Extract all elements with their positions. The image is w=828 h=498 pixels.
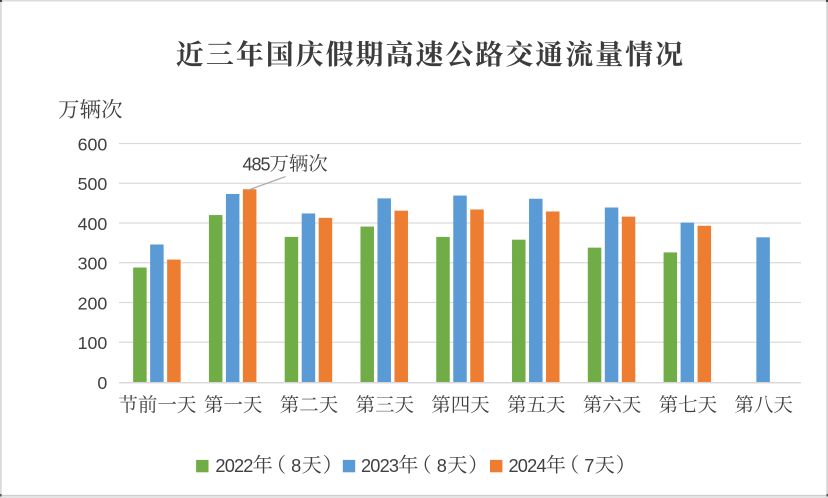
svg-text:500: 500 [78,174,108,194]
svg-text:300: 300 [78,254,108,274]
svg-text:2: 2 [361,456,371,476]
svg-text:2: 2 [527,456,537,476]
svg-text:4: 4 [243,154,253,174]
svg-text:8: 8 [291,456,301,476]
svg-text:2: 2 [380,456,390,476]
svg-text:600: 600 [78,134,108,154]
svg-text:8: 8 [252,154,262,174]
svg-text:2: 2 [234,456,244,476]
svg-text:200: 200 [78,293,108,313]
svg-text:5: 5 [261,154,271,174]
svg-text:2: 2 [509,456,519,476]
svg-text:3: 3 [389,456,399,476]
svg-text:0: 0 [370,456,380,476]
svg-text:4: 4 [536,456,546,476]
svg-text:0: 0 [518,456,528,476]
svg-text:0: 0 [97,373,107,393]
svg-text:2: 2 [243,456,253,476]
svg-text:0: 0 [225,456,235,476]
svg-text:100: 100 [78,333,108,353]
svg-text:400: 400 [78,214,108,234]
svg-text:8: 8 [437,456,447,476]
svg-text:2: 2 [215,456,225,476]
svg-text:7: 7 [584,456,594,476]
